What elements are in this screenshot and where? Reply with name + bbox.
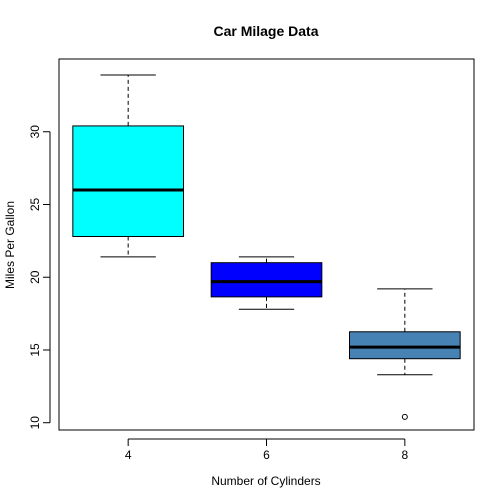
y-axis: 10 15 20 25 30	[28, 125, 51, 430]
y-axis-label: Miles Per Gallon	[3, 201, 17, 289]
box-cyl-8	[349, 288, 461, 420]
x-axis: 4 6 8	[125, 438, 408, 462]
boxes-group	[72, 74, 461, 420]
iqr-box	[210, 262, 323, 298]
y-tick-label: 15	[28, 343, 42, 357]
iqr-box	[349, 331, 461, 360]
plot-frame	[58, 58, 475, 431]
box-cyl-6	[210, 256, 323, 310]
iqr-box	[72, 125, 184, 237]
y-tick-label: 10	[28, 416, 42, 430]
x-tick-label: 6	[263, 448, 270, 462]
outlier-point	[401, 413, 408, 420]
x-axis-label: Number of Cylinders	[211, 474, 320, 488]
x-tick-label: 8	[401, 448, 408, 462]
box-cyl-4	[72, 74, 184, 258]
y-tick-label: 20	[28, 270, 42, 284]
chart-title: Car Milage Data	[213, 23, 318, 39]
y-tick-label: 30	[28, 125, 42, 139]
y-tick-label: 25	[28, 197, 42, 211]
x-tick-label: 4	[125, 448, 132, 462]
